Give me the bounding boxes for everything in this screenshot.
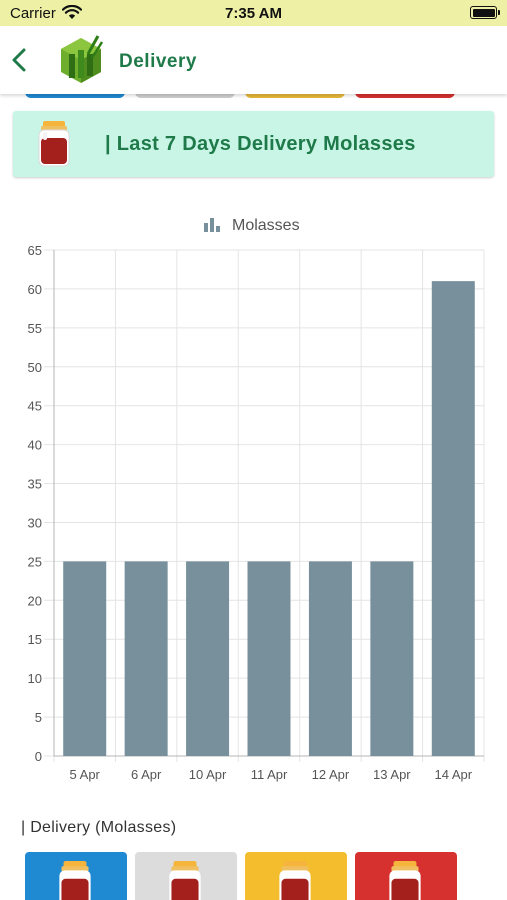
x-tick-label: 14 Apr bbox=[434, 767, 472, 782]
molasses-jar-icon bbox=[38, 121, 70, 167]
x-tick-label: 6 Apr bbox=[131, 767, 162, 782]
y-tick-label: 5 bbox=[35, 710, 42, 725]
y-tick-label: 65 bbox=[28, 243, 42, 258]
bar bbox=[247, 561, 291, 756]
category-tiles bbox=[0, 852, 507, 900]
y-tick-label: 35 bbox=[28, 477, 42, 492]
tile-yellow[interactable] bbox=[245, 852, 347, 900]
category-tiles-partial bbox=[0, 90, 507, 99]
molasses-jar-icon bbox=[389, 861, 421, 900]
molasses-jar-icon bbox=[59, 861, 91, 900]
y-tick-label: 10 bbox=[28, 671, 42, 686]
y-tick-label: 55 bbox=[28, 321, 42, 336]
status-bar: Carrier 7:35 AM bbox=[0, 0, 507, 26]
y-tick-label: 40 bbox=[28, 438, 42, 453]
y-tick-label: 0 bbox=[35, 749, 42, 764]
bar bbox=[63, 561, 107, 756]
tile-yellow-partial[interactable] bbox=[245, 90, 345, 98]
bar bbox=[370, 561, 414, 756]
app-header: Delivery bbox=[0, 26, 507, 94]
list-section-label: | Delivery (Molasses) bbox=[21, 819, 177, 836]
bar bbox=[431, 281, 475, 756]
tile-red-partial[interactable] bbox=[355, 90, 455, 98]
wifi-icon bbox=[62, 5, 82, 19]
bar bbox=[124, 561, 168, 756]
molasses-jar-icon bbox=[169, 861, 201, 900]
x-tick-label: 5 Apr bbox=[70, 767, 101, 782]
y-tick-label: 45 bbox=[28, 399, 42, 414]
tile-red[interactable] bbox=[355, 852, 457, 900]
y-tick-label: 25 bbox=[28, 554, 42, 569]
x-tick-label: 11 Apr bbox=[251, 767, 288, 782]
carrier-label: Carrier bbox=[10, 5, 56, 22]
chevron-left-icon[interactable] bbox=[6, 44, 36, 76]
page-title: Delivery bbox=[119, 51, 197, 72]
tile-gray-partial[interactable] bbox=[135, 90, 235, 98]
x-tick-label: 12 Apr bbox=[312, 767, 350, 782]
y-tick-label: 60 bbox=[28, 282, 42, 297]
x-tick-label: 10 Apr bbox=[189, 767, 227, 782]
clock: 7:35 AM bbox=[225, 5, 282, 22]
bar-chart: 0 5 10 15 20 25 30 35 40 45 50 55 60 65 5 Apr 6 Apr 10 A… bbox=[28, 217, 485, 782]
tile-gray[interactable] bbox=[135, 852, 237, 900]
y-tick-label: 15 bbox=[28, 632, 42, 647]
y-tick-label: 50 bbox=[28, 360, 42, 375]
bar bbox=[186, 561, 230, 756]
legend-label: Molasses bbox=[232, 217, 300, 234]
battery-icon bbox=[470, 6, 500, 19]
tile-blue-partial[interactable] bbox=[25, 90, 125, 98]
y-tick-label: 20 bbox=[28, 593, 42, 608]
tile-blue[interactable] bbox=[25, 852, 127, 900]
x-tick-label: 13 Apr bbox=[373, 767, 411, 782]
molasses-jar-icon bbox=[279, 861, 311, 900]
bar bbox=[308, 561, 352, 756]
y-tick-label: 30 bbox=[28, 515, 42, 530]
section-title: | Last 7 Days Delivery Molasses bbox=[105, 133, 416, 155]
sugarcane-hexagon-logo bbox=[61, 35, 104, 83]
section-header-card: | Last 7 Days Delivery Molasses bbox=[13, 111, 494, 177]
bar-chart-icon bbox=[204, 218, 220, 232]
chart-container: 0 5 10 15 20 25 30 35 40 45 50 55 60 65 5 Apr 6 Apr 10 A… bbox=[0, 200, 507, 800]
